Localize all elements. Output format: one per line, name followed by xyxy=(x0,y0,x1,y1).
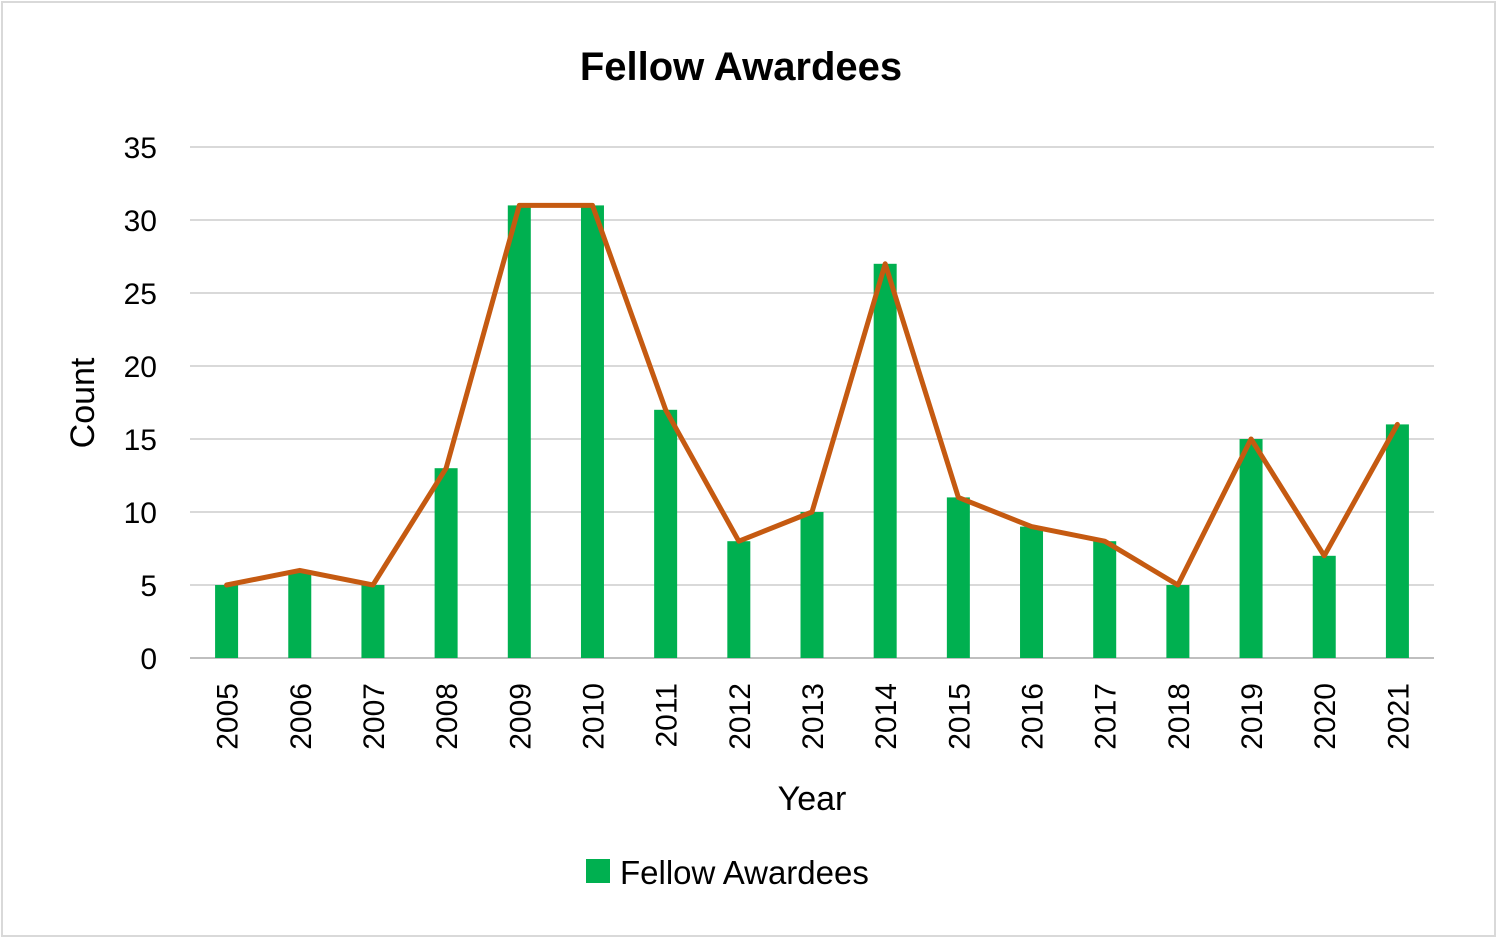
x-tick-label: 2008 xyxy=(431,683,464,750)
x-tick-label: 2005 xyxy=(212,683,245,750)
x-tick-label: 2018 xyxy=(1163,683,1196,750)
x-tick-label: 2021 xyxy=(1382,683,1415,750)
y-tick-label: 15 xyxy=(124,424,157,457)
bar-2010 xyxy=(580,205,604,658)
bar-2018 xyxy=(1166,585,1190,658)
bar-2008 xyxy=(434,468,458,658)
x-tick-label: 2013 xyxy=(797,683,830,750)
x-tick-label: 2007 xyxy=(358,683,391,750)
x-axis-label: Year xyxy=(778,780,847,818)
bars xyxy=(215,205,1409,658)
bar-2012 xyxy=(727,541,751,658)
x-tick-label: 2020 xyxy=(1309,683,1342,750)
y-tick-label: 35 xyxy=(124,132,157,165)
x-tick-label: 2015 xyxy=(943,683,976,750)
bar-2005 xyxy=(215,585,239,658)
bar-2015 xyxy=(946,497,970,658)
legend-swatch xyxy=(586,859,610,883)
y-tick-label: 5 xyxy=(140,570,157,603)
bar-2021 xyxy=(1385,424,1409,658)
bar-2009 xyxy=(507,205,531,658)
x-axis-ticks: 2005 2006 2007 2008 2009 2010 2011 2012 2013 2014… xyxy=(212,683,1416,750)
trend-line xyxy=(224,202,1400,588)
legend: Fellow Awardees xyxy=(586,854,869,891)
y-tick-label: 30 xyxy=(124,205,157,238)
gridlines xyxy=(190,146,1434,659)
x-tick-label: 2011 xyxy=(651,683,684,748)
bar-2019 xyxy=(1239,439,1263,658)
x-tick-label: 2019 xyxy=(1236,683,1269,750)
x-tick-label: 2014 xyxy=(870,683,903,750)
legend-label: Fellow Awardees xyxy=(620,854,869,891)
x-tick-label: 2017 xyxy=(1090,683,1123,750)
bar-2017 xyxy=(1093,541,1117,658)
chart-title: Fellow Awardees xyxy=(580,45,902,89)
bar-2013 xyxy=(800,512,824,658)
x-tick-label: 2006 xyxy=(285,683,318,750)
x-tick-label: 2009 xyxy=(504,683,537,750)
y-tick-label: 10 xyxy=(124,497,157,530)
bar-2007 xyxy=(361,585,385,658)
x-tick-label: 2016 xyxy=(1017,683,1050,750)
bar-2006 xyxy=(288,570,312,658)
y-tick-label: 25 xyxy=(124,278,157,311)
y-axis-ticks: 0 5 10 15 20 25 30 35 xyxy=(124,132,157,676)
x-tick-label: 2012 xyxy=(724,683,757,750)
x-tick-label: 2010 xyxy=(577,683,610,750)
y-tick-label: 0 xyxy=(140,643,157,676)
y-axis-label: Count xyxy=(64,357,102,448)
bar-2014 xyxy=(873,263,897,658)
y-tick-label: 20 xyxy=(124,351,157,384)
bar-2020 xyxy=(1312,555,1336,658)
bar-2016 xyxy=(1020,526,1044,658)
bar-2011 xyxy=(654,409,678,658)
